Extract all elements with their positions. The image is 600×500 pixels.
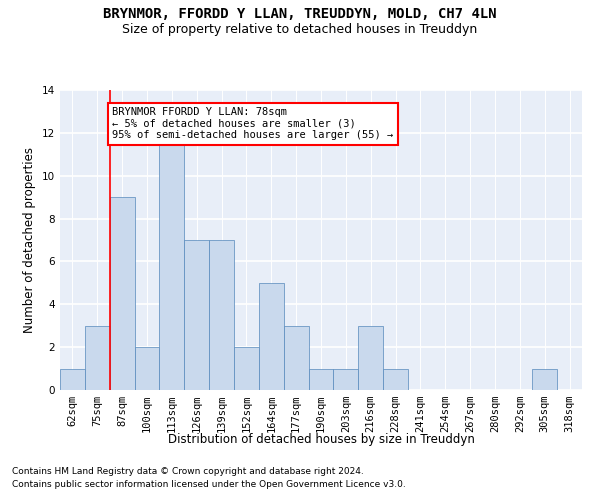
Bar: [284, 326, 308, 390]
Text: BRYNMOR, FFORDD Y LLAN, TREUDDYN, MOLD, CH7 4LN: BRYNMOR, FFORDD Y LLAN, TREUDDYN, MOLD, …: [103, 8, 497, 22]
Bar: [160, 133, 184, 390]
Bar: [184, 240, 209, 390]
Bar: [358, 326, 383, 390]
Bar: [308, 368, 334, 390]
Bar: [209, 240, 234, 390]
Text: Contains HM Land Registry data © Crown copyright and database right 2024.: Contains HM Land Registry data © Crown c…: [12, 467, 364, 476]
Y-axis label: Number of detached properties: Number of detached properties: [23, 147, 37, 333]
Text: BRYNMOR FFORDD Y LLAN: 78sqm
← 5% of detached houses are smaller (3)
95% of semi: BRYNMOR FFORDD Y LLAN: 78sqm ← 5% of det…: [112, 107, 394, 140]
Text: Distribution of detached houses by size in Treuddyn: Distribution of detached houses by size …: [167, 432, 475, 446]
Bar: [234, 347, 259, 390]
Text: Size of property relative to detached houses in Treuddyn: Size of property relative to detached ho…: [122, 22, 478, 36]
Text: Contains public sector information licensed under the Open Government Licence v3: Contains public sector information licen…: [12, 480, 406, 489]
Bar: [85, 326, 110, 390]
Bar: [532, 368, 557, 390]
Bar: [110, 197, 134, 390]
Bar: [383, 368, 408, 390]
Bar: [60, 368, 85, 390]
Bar: [134, 347, 160, 390]
Bar: [259, 283, 284, 390]
Bar: [334, 368, 358, 390]
